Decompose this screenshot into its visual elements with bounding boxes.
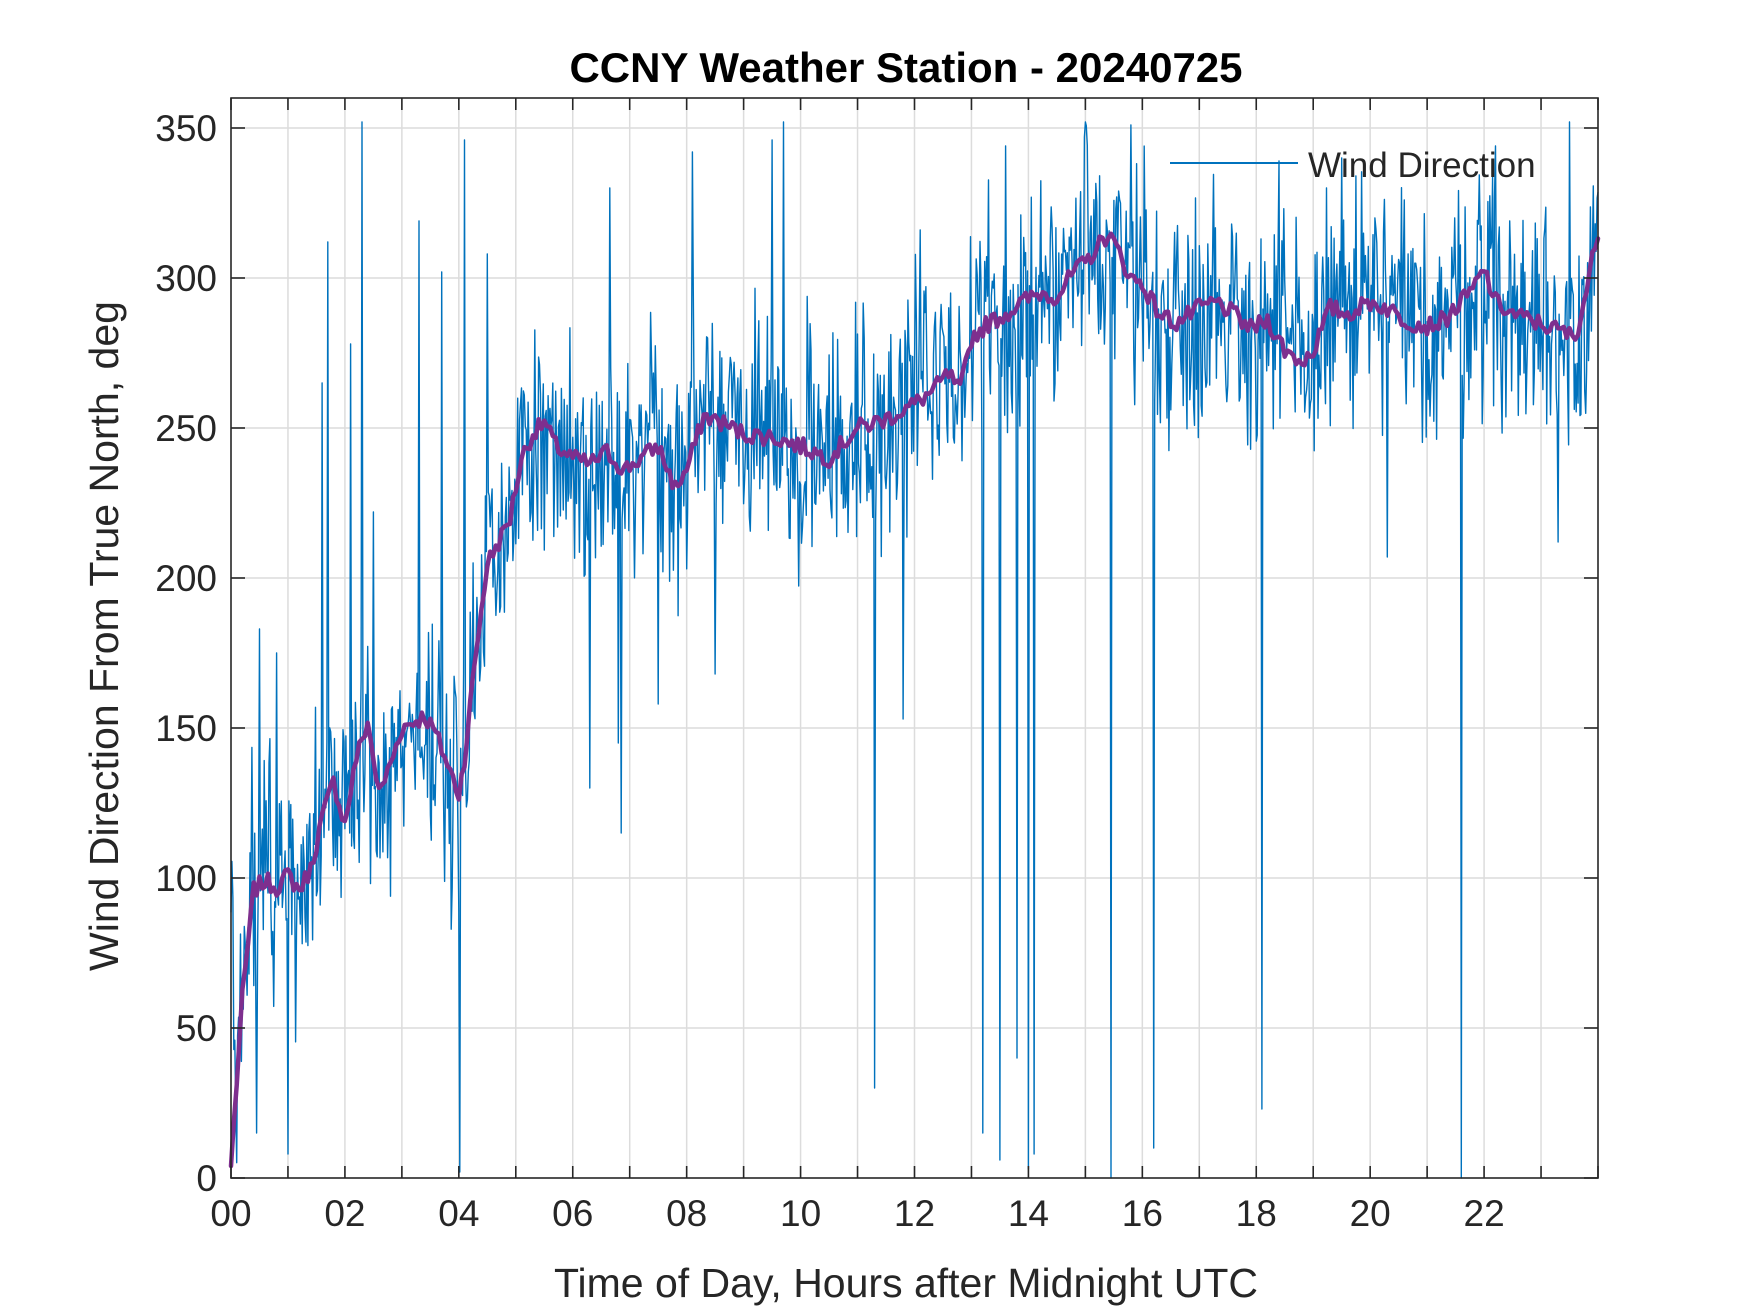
chart-title: CCNY Weather Station - 20240725: [569, 44, 1242, 91]
y-axis-label: Wind Direction From True North, deg: [81, 301, 127, 971]
smoothed-series: [228, 231, 1601, 1169]
x-tick-label: 00: [210, 1193, 251, 1234]
x-tick-label: 02: [324, 1193, 365, 1234]
x-axis-label: Time of Day, Hours after Midnight UTC: [554, 1260, 1258, 1306]
x-tick-label: 06: [552, 1193, 593, 1234]
y-tick-label: 250: [155, 408, 217, 449]
series-line-smoothed: [228, 231, 1601, 1169]
x-tick-label: 12: [894, 1193, 935, 1234]
x-tick-label: 22: [1464, 1193, 1505, 1234]
y-tick-label: 0: [196, 1158, 217, 1199]
y-tick-label: 100: [155, 858, 217, 899]
x-tick-label: 14: [1008, 1193, 1049, 1234]
x-tick-label: 08: [666, 1193, 707, 1234]
legend-wind-direction-label: Wind Direction: [1308, 146, 1536, 185]
axis-ticks: 00 02 04 06 08 10 12 14 16 18 20 22 0 50 100 150 200 250 3…: [155, 98, 1599, 1234]
y-tick-label: 200: [155, 558, 217, 599]
series-line-wind-direction: [230, 121, 1599, 1179]
y-tick-label: 50: [176, 1008, 217, 1049]
legend: Wind Direction: [1170, 146, 1536, 185]
y-tick-label: 150: [155, 708, 217, 749]
raw-series: [230, 121, 1599, 1179]
y-tick-label: 350: [155, 108, 217, 149]
x-tick-label: 04: [438, 1193, 479, 1234]
x-tick-label: 16: [1122, 1193, 1163, 1234]
x-tick-label: 10: [780, 1193, 821, 1234]
x-tick-label: 20: [1350, 1193, 1391, 1234]
x-tick-label: 18: [1236, 1193, 1277, 1234]
y-tick-label: 300: [155, 258, 217, 299]
